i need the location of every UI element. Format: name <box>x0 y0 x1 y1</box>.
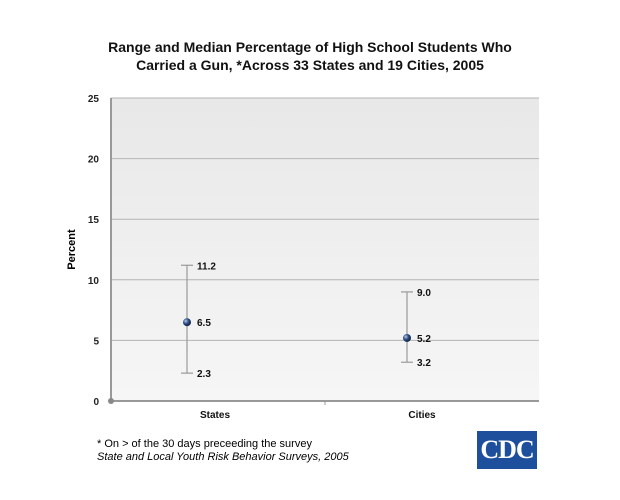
origin-marker <box>108 398 114 404</box>
x-tick-label: Cities <box>408 410 436 421</box>
y-tick-label: 5 <box>93 336 99 347</box>
y-axis-label: Percent <box>66 229 78 270</box>
max-data-label: 11.2 <box>197 261 216 272</box>
min-data-label: 2.3 <box>197 369 211 380</box>
y-tick-label: 0 <box>93 397 99 408</box>
y-tick-label: 10 <box>88 276 100 287</box>
median-data-label: 5.2 <box>417 334 431 345</box>
median-data-label: 6.5 <box>197 318 211 329</box>
y-tick-label: 20 <box>88 155 100 166</box>
median-marker <box>403 333 411 342</box>
median-marker <box>183 318 191 327</box>
x-tick-label: States <box>200 410 230 421</box>
chart-title: Range and Median Percentage of High Scho… <box>108 39 512 73</box>
max-data-label: 9.0 <box>417 288 431 299</box>
min-data-label: 3.2 <box>417 358 431 369</box>
y-tick-label: 15 <box>88 215 100 226</box>
plot-background <box>111 98 539 401</box>
source-note: State and Local Youth Risk Behavior Surv… <box>97 451 349 463</box>
y-tick-label: 25 <box>88 94 100 105</box>
cdc-logo: CDC <box>477 431 537 469</box>
cdc-logo-text: CDC <box>480 435 534 464</box>
footnote: * On > of the 30 days preceeding the sur… <box>97 438 312 450</box>
